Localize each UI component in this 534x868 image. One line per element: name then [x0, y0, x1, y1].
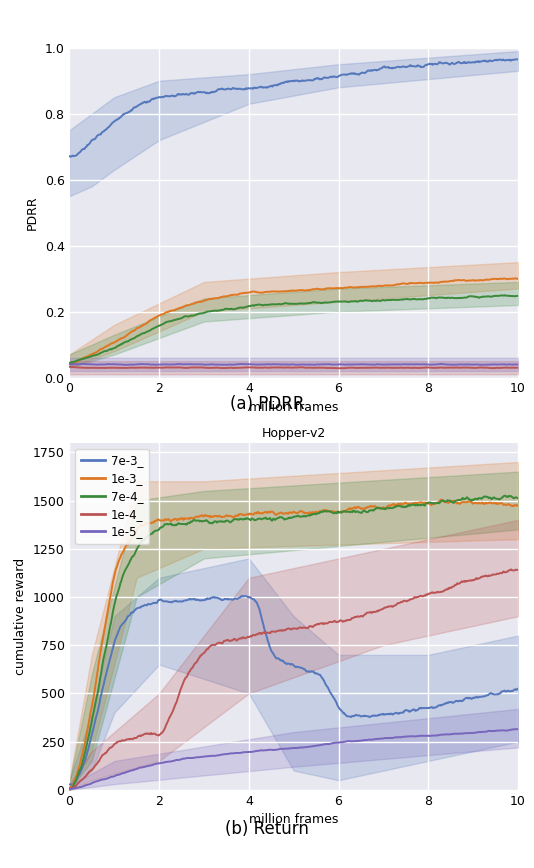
X-axis label: million frames: million frames	[249, 813, 339, 826]
Y-axis label: cumulative reward: cumulative reward	[14, 558, 27, 674]
Text: (b) Return: (b) Return	[225, 820, 309, 838]
X-axis label: million frames: million frames	[249, 401, 339, 414]
Text: (a) PDRR: (a) PDRR	[230, 395, 304, 412]
Title: Hopper-v2: Hopper-v2	[262, 427, 326, 440]
Legend: 7e-3_, 1e-3_, 7e-4_, 1e-4_, 1e-5_: 7e-3_, 1e-3_, 7e-4_, 1e-4_, 1e-5_	[75, 449, 149, 544]
Y-axis label: PDRR: PDRR	[26, 195, 39, 230]
